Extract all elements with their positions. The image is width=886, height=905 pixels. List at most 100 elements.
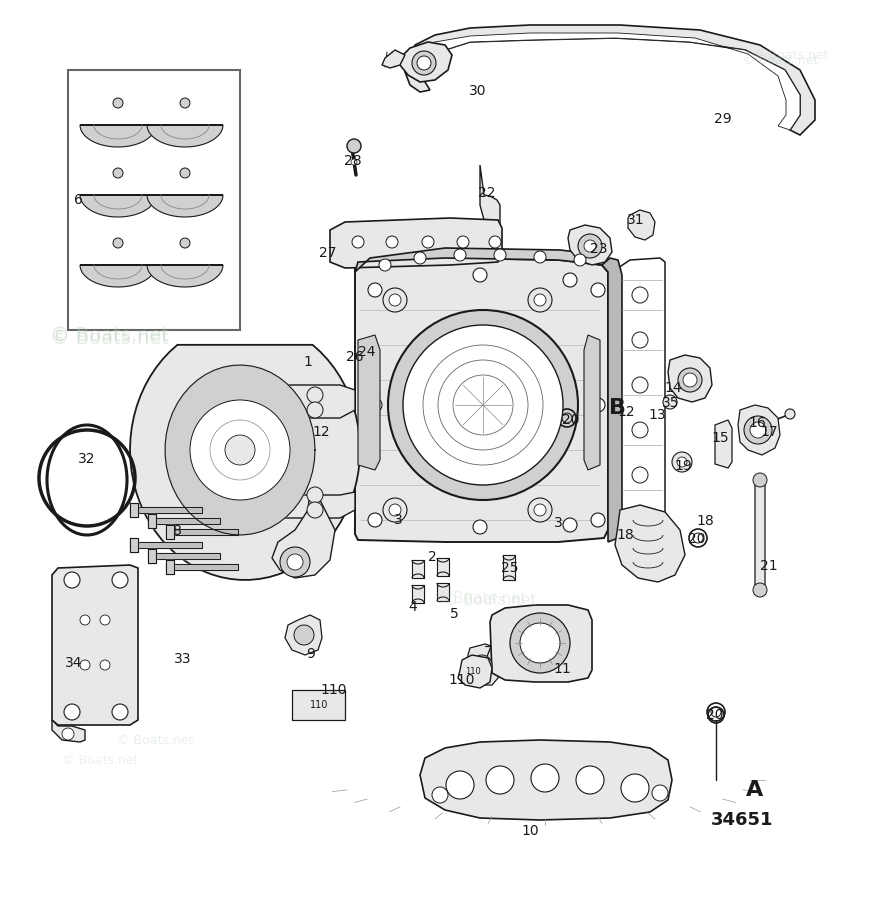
Text: 110: 110 [309,700,328,710]
Circle shape [378,259,391,271]
Circle shape [113,168,123,178]
Polygon shape [80,195,156,217]
Circle shape [662,395,676,409]
Polygon shape [737,405,779,455]
Circle shape [180,238,190,248]
Text: © Boats.net: © Boats.net [433,590,526,605]
Polygon shape [147,195,222,217]
Polygon shape [330,218,501,268]
Circle shape [112,704,128,720]
Polygon shape [489,605,591,682]
Text: 12: 12 [617,405,634,419]
Polygon shape [400,42,452,82]
Text: 23: 23 [589,242,607,256]
Circle shape [563,273,577,287]
Circle shape [64,704,80,720]
Circle shape [527,498,551,522]
Text: 1: 1 [303,355,312,369]
Text: 110: 110 [464,668,480,677]
Text: 10: 10 [521,824,538,838]
Circle shape [351,159,356,165]
Text: 5: 5 [449,607,458,621]
Text: 4: 4 [408,600,417,614]
Text: 19: 19 [673,459,691,473]
Text: 30: 30 [469,84,486,98]
Text: 22: 22 [478,186,495,200]
Circle shape [519,623,559,663]
Text: 27: 27 [319,246,337,260]
Circle shape [113,238,123,248]
Text: A: A [745,780,763,800]
Circle shape [280,547,309,577]
Polygon shape [148,514,156,528]
Circle shape [414,252,425,264]
Circle shape [527,288,551,312]
Circle shape [368,398,382,412]
Polygon shape [583,335,599,470]
Polygon shape [358,335,379,470]
Text: 3: 3 [393,513,402,527]
Circle shape [752,583,766,597]
Circle shape [80,660,89,670]
Circle shape [180,168,190,178]
Circle shape [590,398,604,412]
Text: 110: 110 [448,673,475,687]
Circle shape [368,283,382,297]
Polygon shape [235,385,354,418]
Circle shape [446,771,473,799]
Text: 18: 18 [696,514,713,528]
Text: 14: 14 [664,381,681,395]
Text: © Boats.net: © Boats.net [51,326,169,345]
Circle shape [531,764,558,792]
Circle shape [784,409,794,419]
Text: 34: 34 [66,656,82,670]
Circle shape [590,283,604,297]
Text: 33: 33 [174,652,191,666]
Circle shape [454,249,465,261]
Polygon shape [130,507,202,513]
Circle shape [346,139,361,153]
Polygon shape [291,690,345,720]
Circle shape [632,512,648,528]
Text: 24: 24 [358,345,376,359]
Circle shape [672,452,691,472]
Polygon shape [382,50,405,68]
Circle shape [112,572,128,588]
Text: 26: 26 [346,350,363,364]
Circle shape [368,513,382,527]
Circle shape [402,325,563,485]
Circle shape [750,422,766,438]
Circle shape [383,498,407,522]
Circle shape [62,728,74,740]
Text: © Boats.net: © Boats.net [741,53,817,66]
Text: © Boats.net: © Boats.net [51,329,169,348]
Circle shape [472,268,486,282]
Polygon shape [130,542,202,548]
Text: 34651: 34651 [710,811,773,829]
Polygon shape [420,740,672,820]
Circle shape [494,249,505,261]
Circle shape [383,288,407,312]
Circle shape [307,502,323,518]
Circle shape [422,236,433,248]
Circle shape [389,504,400,516]
Text: 13: 13 [648,408,665,422]
Text: 28: 28 [344,154,361,168]
Polygon shape [405,25,814,135]
Text: 110: 110 [321,683,346,697]
Polygon shape [614,505,684,582]
Polygon shape [618,258,664,534]
Circle shape [677,368,701,392]
Circle shape [307,487,323,503]
Circle shape [632,332,648,348]
Circle shape [385,236,398,248]
Polygon shape [354,248,607,272]
Text: 12: 12 [312,425,330,439]
Text: 11: 11 [553,662,571,676]
Text: 20: 20 [705,708,723,722]
Circle shape [456,236,469,248]
Polygon shape [80,265,156,287]
Circle shape [352,236,363,248]
Circle shape [471,655,492,675]
Circle shape [472,520,486,534]
